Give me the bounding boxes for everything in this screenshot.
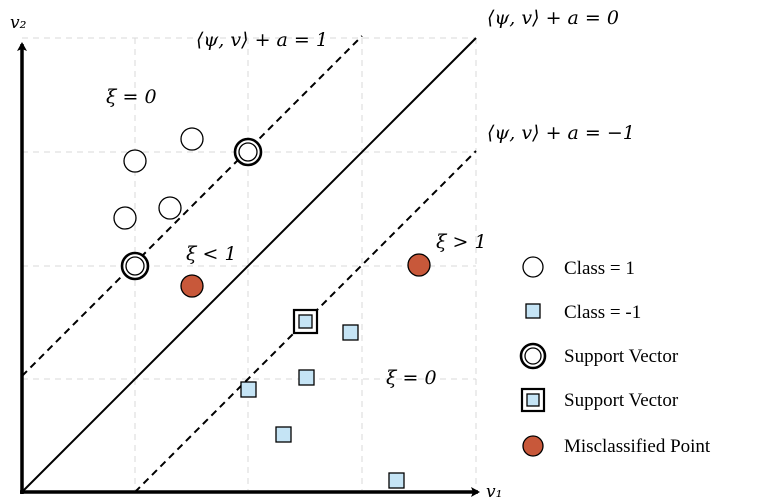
legend-label-class-negative: Class = -1: [564, 302, 641, 323]
legend-label-support-vector-circle: Support Vector: [564, 346, 679, 367]
double-square-icon: [520, 387, 546, 413]
misclassified-points: [180, 253, 431, 298]
legend-label-misclassified: Misclassified Point: [564, 436, 711, 457]
negative-support-vector: [292, 308, 319, 335]
upper-margin-label: ⟨ψ, v⟩ + a = 1: [196, 29, 328, 51]
positive-point: [180, 127, 204, 151]
positive-point: [113, 206, 137, 230]
positive-point: [123, 149, 147, 173]
negative-point: [275, 426, 292, 443]
negative-point: [342, 324, 359, 341]
lower-margin-label: ⟨ψ, v⟩ + a = −1: [487, 122, 635, 144]
positive-point: [158, 196, 182, 220]
misclassified-point: [407, 253, 431, 277]
y-axis-label: v₂: [10, 13, 27, 33]
double-circle-icon: [519, 342, 547, 370]
grid: [22, 37, 477, 490]
xi-zero-bottom-label: ξ = 0: [386, 367, 437, 389]
blue-square-icon: [525, 303, 541, 319]
class-negative-points: [240, 324, 405, 489]
negative-point: [298, 369, 315, 386]
class-positive-points: [113, 127, 204, 230]
misclassified-point: [180, 274, 204, 298]
x-axis-label: v₁: [486, 482, 502, 500]
decision-boundary-line: [21, 37, 477, 493]
negative-point: [240, 381, 257, 398]
legend-label-class-positive: Class = 1: [564, 258, 635, 279]
positive-support-vectors: [120, 137, 263, 281]
xi-greater-one-label: ξ > 1: [436, 231, 487, 253]
legend: Class = 1 Class = -1 Support Vector Supp…: [519, 256, 711, 457]
legend-label-support-vector-square: Support Vector: [564, 390, 679, 411]
upper-margin-line: [21, 35, 363, 377]
open-circle-icon: [522, 256, 544, 278]
xi-zero-top-label: ξ = 0: [106, 86, 157, 108]
xi-less-one-label: ξ < 1: [186, 243, 237, 265]
red-circle-icon: [522, 435, 544, 457]
negative-point: [388, 472, 405, 489]
decision-boundary-label: ⟨ψ, v⟩ + a = 0: [487, 7, 619, 29]
